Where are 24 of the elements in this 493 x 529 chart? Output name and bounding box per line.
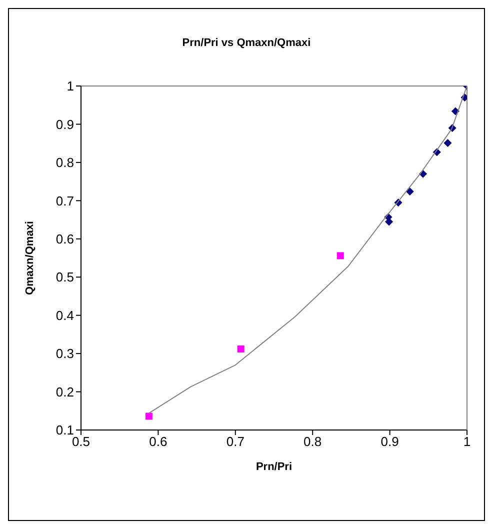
y-tick-label: 0.2 xyxy=(56,384,74,400)
y-tick-label: 0.6 xyxy=(56,232,74,247)
x-tick-label: 0.8 xyxy=(304,434,322,450)
y-tick-label: 0.8 xyxy=(56,155,74,170)
x-tick-label: 0.5 xyxy=(72,434,90,450)
x-tick-label: 0.9 xyxy=(380,434,399,450)
y-tick-label: 0.3 xyxy=(56,346,74,362)
y-tick-label: 0.4 xyxy=(56,308,74,323)
point xyxy=(237,345,244,352)
y-tick-label: 0.9 xyxy=(56,116,74,132)
point xyxy=(406,187,414,196)
x-tick-label: 0.6 xyxy=(149,434,168,450)
y-tick-label: 1 xyxy=(66,78,74,94)
point xyxy=(444,138,452,147)
y-tick-label: 0.5 xyxy=(56,270,74,285)
x-tick-label: 0.7 xyxy=(226,434,244,450)
y-tick-label: 0.7 xyxy=(56,193,74,208)
y-tick-label: 0.1 xyxy=(56,422,74,438)
point xyxy=(336,252,344,260)
x-tick-label: 1 xyxy=(463,434,471,450)
x-axis-title: Prn/Pri xyxy=(256,461,292,473)
y-axis-title: Qmaxn/Qmaxi xyxy=(24,221,36,295)
chart-title: Prn/Pri vs Qmaxn/Qmaxi xyxy=(181,37,312,49)
point xyxy=(145,412,152,420)
